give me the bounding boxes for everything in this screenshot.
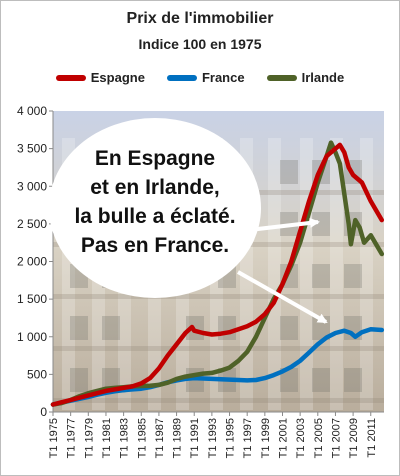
building-window bbox=[218, 316, 236, 340]
y-tick-label: 1 500 bbox=[17, 292, 47, 306]
legend-label-irlande: Irlande bbox=[301, 70, 345, 85]
x-tick-label: T1 2007 bbox=[330, 418, 342, 458]
building-window bbox=[312, 368, 330, 392]
x-tick-label: T1 1991 bbox=[189, 418, 201, 458]
building-window bbox=[344, 264, 362, 288]
legend-swatch-france bbox=[166, 74, 197, 81]
legend: Espagne France Irlande bbox=[0, 70, 400, 85]
legend-item-espagne: Espagne bbox=[55, 70, 145, 85]
building-pilaster bbox=[330, 138, 343, 410]
callout-text-line: et en Irlande, bbox=[90, 176, 220, 199]
y-tick-label: 2 000 bbox=[17, 255, 47, 269]
building-cornice bbox=[53, 294, 384, 299]
x-tick-label: T1 1981 bbox=[101, 418, 113, 458]
chart-title: Prix de l'immobilier bbox=[126, 10, 274, 27]
series-lines bbox=[50, 140, 385, 407]
x-tick-label: T1 2009 bbox=[348, 418, 360, 458]
x-tick-label: T1 1995 bbox=[225, 418, 237, 458]
x-tick-label: T1 1993 bbox=[207, 418, 219, 458]
x-tick-label: T1 1975 bbox=[48, 418, 60, 458]
building-window bbox=[280, 160, 298, 184]
building-cornice bbox=[53, 346, 384, 351]
x-tick-label: T1 2001 bbox=[277, 418, 289, 458]
legend-item-irlande: Irlande bbox=[266, 70, 345, 85]
axes: 0 500 1 000 1 500 2 000 2 500 3 000 3 500 4 000 T… bbox=[17, 104, 384, 458]
y-tick-label: 0 bbox=[40, 405, 47, 419]
chart-subtitle: Indice 100 en 1975 bbox=[138, 36, 262, 52]
y-tick-label: 2 500 bbox=[17, 217, 47, 231]
legend-label-france: France bbox=[201, 70, 245, 85]
legend-swatch-irlande bbox=[266, 74, 297, 81]
y-tick-label: 3 500 bbox=[17, 142, 47, 156]
y-tick-label: 500 bbox=[27, 367, 47, 381]
y-tick-label: 1 000 bbox=[17, 330, 47, 344]
x-tick-label: T1 2011 bbox=[366, 418, 378, 458]
x-tick-label: T1 1989 bbox=[172, 418, 184, 458]
x-tick-label: T1 1985 bbox=[136, 418, 148, 458]
series-line-espagne bbox=[50, 142, 385, 407]
building-window bbox=[280, 316, 298, 340]
y-tick-label: 3 000 bbox=[17, 179, 47, 193]
x-tick-label: T1 1987 bbox=[154, 418, 166, 458]
callout-text-line: la bulle a éclaté. bbox=[74, 205, 235, 228]
building-window bbox=[344, 368, 362, 392]
callout-text-line: En Espagne bbox=[95, 147, 215, 170]
building-cornice bbox=[53, 398, 384, 403]
building-window bbox=[70, 368, 88, 392]
building-window bbox=[102, 316, 120, 340]
legend-swatch-espagne bbox=[55, 74, 86, 81]
building-pilaster bbox=[360, 138, 373, 410]
x-tick-label: T1 2005 bbox=[313, 418, 325, 458]
building-window bbox=[312, 264, 330, 288]
building-window bbox=[70, 316, 88, 340]
x-tick-label: T1 1999 bbox=[260, 418, 272, 458]
building-window bbox=[280, 368, 298, 392]
building-pilaster bbox=[300, 138, 313, 410]
legend-label-espagne: Espagne bbox=[90, 70, 145, 85]
callout-text-line: Pas en France. bbox=[81, 234, 229, 257]
legend-item-france: France bbox=[166, 70, 245, 85]
x-tick-label: T1 1983 bbox=[119, 418, 131, 458]
callout: En Espagne et en Irlande, la bulle a éclat… bbox=[49, 118, 328, 324]
building-pilaster bbox=[268, 138, 281, 410]
x-tick-label: T1 1977 bbox=[66, 418, 78, 458]
x-tick-label: T1 2003 bbox=[295, 418, 307, 458]
x-tick-label: T1 1979 bbox=[83, 418, 95, 458]
y-tick-label: 4 000 bbox=[17, 104, 47, 118]
callout-arrow-bottom bbox=[237, 270, 328, 324]
x-tick-label: T1 1997 bbox=[242, 418, 254, 458]
callout-bubble bbox=[49, 118, 261, 298]
